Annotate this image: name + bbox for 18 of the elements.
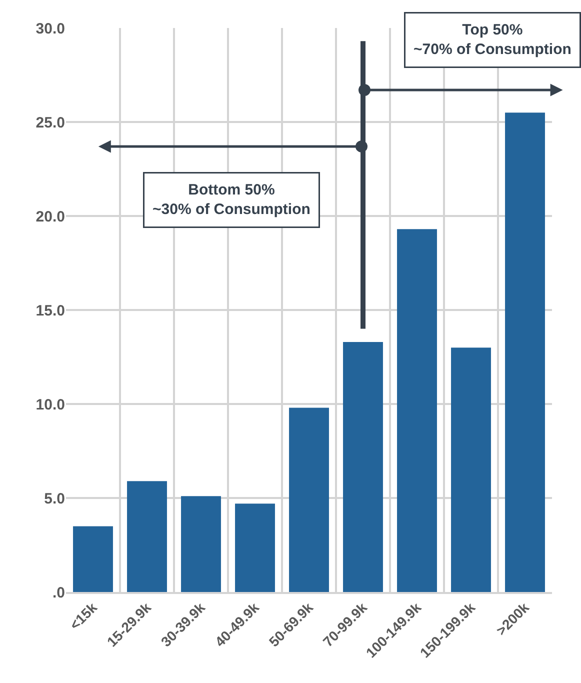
annotation: Bottom 50% ~30% of Consumption xyxy=(152,182,310,218)
y-tick-label: 30.0 xyxy=(36,20,65,38)
bar xyxy=(397,229,437,592)
bar xyxy=(289,408,329,592)
y-tick-label: 15.0 xyxy=(36,302,65,320)
bar xyxy=(343,342,383,592)
y-tick-label: .0 xyxy=(52,584,65,602)
annotation: Top 50% ~70% of Consumption xyxy=(414,22,572,58)
y-tick-label: 25.0 xyxy=(36,114,65,132)
bar xyxy=(127,481,167,592)
y-tick-label: 5.0 xyxy=(44,490,65,508)
bar xyxy=(451,348,491,592)
bar xyxy=(235,504,275,592)
bar xyxy=(505,112,545,592)
y-tick-label: 20.0 xyxy=(36,208,65,226)
bar xyxy=(181,496,221,592)
y-tick-label: 10.0 xyxy=(36,396,65,414)
bar xyxy=(73,526,113,592)
